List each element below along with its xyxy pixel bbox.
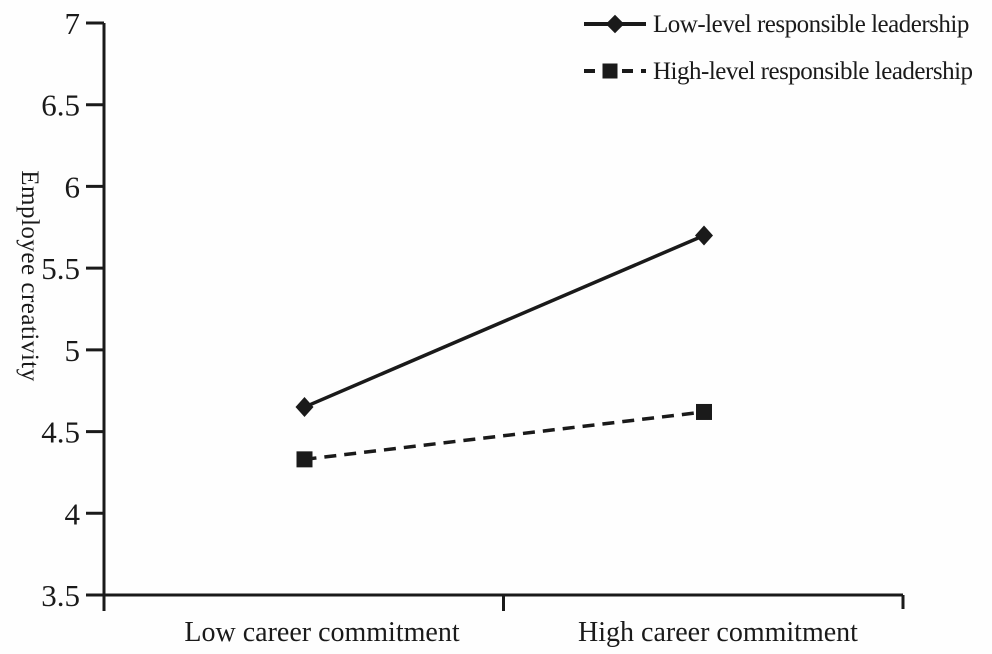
y-tick-label: 5 — [65, 333, 81, 368]
legend-dashed-line-sample — [584, 63, 646, 79]
y-tick-label: 4 — [65, 496, 81, 531]
axes — [102, 23, 905, 611]
y-tick-label: 3.5 — [41, 578, 80, 613]
diamond-data-marker — [295, 397, 314, 418]
diamond-marker-icon — [605, 14, 625, 34]
y-axis-title: Employee creativity — [16, 170, 43, 382]
y-tick-label: 5.5 — [41, 251, 80, 286]
diamond-data-marker — [695, 225, 713, 246]
square-marker-icon — [602, 63, 618, 79]
legend-item-low-level-leadership: Low-level responsible leadership — [584, 11, 969, 37]
legend: Low-level responsible leadership High-le… — [0, 0, 992, 100]
square-data-marker — [296, 451, 313, 468]
y-tick-label: 6.5 — [41, 88, 80, 123]
series-line-solid — [303, 233, 705, 409]
x-category-label-low: Low career commitment — [184, 617, 459, 648]
y-tick-label: 6 — [65, 169, 81, 204]
y-axis-ticks: 3.5 4 4.5 5 5.5 6 6.5 7 — [41, 6, 104, 613]
legend-item-high-level-leadership: High-level responsible leadership — [584, 58, 973, 84]
series-layer — [295, 225, 713, 468]
legend-solid-line-sample — [584, 14, 646, 34]
legend-label: Low-level responsible leadership — [653, 10, 969, 38]
legend-label: High-level responsible leadership — [653, 57, 973, 85]
y-tick-label: 7 — [65, 6, 81, 41]
y-tick-label: 4.5 — [41, 415, 80, 450]
x-category-label-high: High career commitment — [578, 617, 858, 648]
square-data-marker — [696, 403, 712, 420]
series-line-dashed — [304, 410, 705, 462]
